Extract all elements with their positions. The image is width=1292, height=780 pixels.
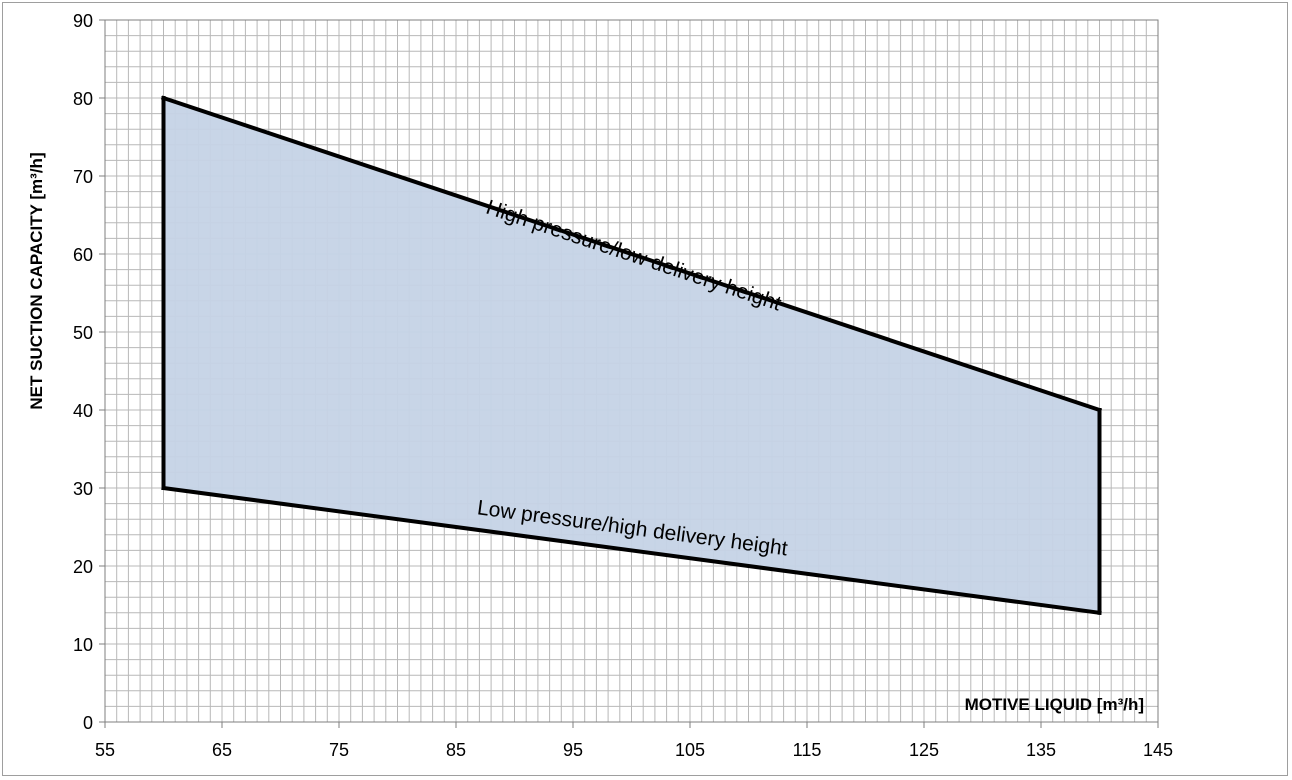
x-tick-label: 85 — [446, 740, 466, 760]
y-tick-label: 50 — [73, 323, 93, 343]
region-area — [160, 95, 1103, 616]
x-tick-label: 145 — [1143, 740, 1173, 760]
x-tick-label: 115 — [793, 740, 822, 760]
axes: 55 65 75 85 95 105 115 125 135 145 0 10 20 30 40 50 60 70… — [27, 11, 1173, 760]
region-edge — [161, 485, 1102, 616]
y-tick-label: 0 — [83, 713, 93, 733]
plot-area-border — [104, 19, 1159, 723]
y-tick-label: 90 — [73, 11, 93, 31]
y-tick-label: 10 — [73, 635, 93, 655]
region-edge — [160, 95, 1103, 413]
x-tick-label: 105 — [675, 740, 705, 760]
y-tick-label: 40 — [73, 401, 93, 421]
y-tick-label: 80 — [73, 89, 93, 109]
x-tick-label: 65 — [212, 740, 232, 760]
x-tick-label: 95 — [563, 740, 583, 760]
y-axis-label: NET SUCTION CAPACITY [m³/h] — [27, 152, 46, 409]
y-tick-label: 30 — [73, 479, 93, 499]
x-tick-label: 55 — [95, 740, 115, 760]
x-tick-label: 75 — [329, 740, 349, 760]
y-tick-label: 20 — [73, 557, 93, 577]
y-tick-label: 60 — [73, 245, 93, 265]
x-tick-label: 135 — [1026, 740, 1056, 760]
region-fill — [163, 98, 1100, 613]
x-axis-label: MOTIVE LIQUID [m³/h] — [965, 695, 1144, 714]
x-tick-label: 125 — [909, 740, 939, 760]
y-tick-label: 70 — [73, 167, 93, 187]
